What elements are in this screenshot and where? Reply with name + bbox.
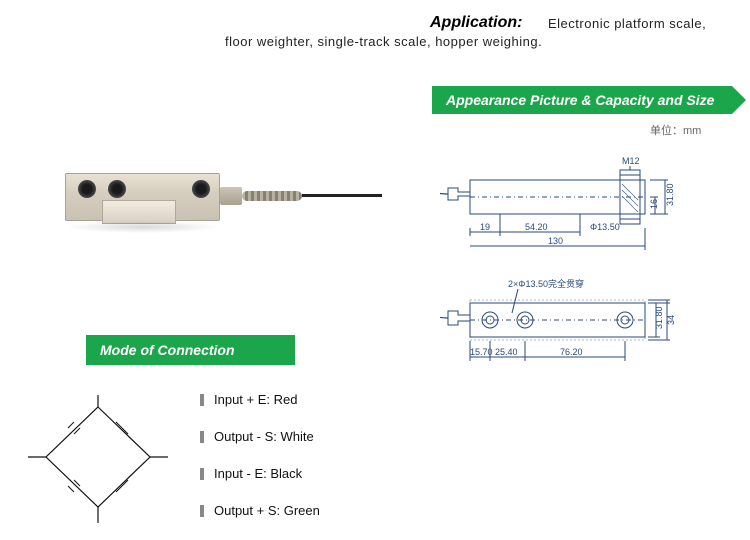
connection-label: Output - S: White <box>214 429 314 444</box>
svg-text:130: 130 <box>548 236 563 246</box>
unit-label: 单位：mm <box>650 122 701 138</box>
svg-text:Φ13.50: Φ13.50 <box>590 222 620 232</box>
bullet-icon <box>200 394 204 406</box>
loadcell-body <box>65 173 220 221</box>
wheatstone-bridge-diagram <box>28 395 168 525</box>
banner-appearance: Appearance Picture & Capacity and Size <box>432 86 732 114</box>
application-text-2: floor weighter, single-track scale, hopp… <box>225 34 542 49</box>
connection-list: Input + E: Red Output - S: White Input -… <box>200 392 320 540</box>
svg-text:54.20: 54.20 <box>525 222 548 232</box>
cable-connector <box>220 187 242 205</box>
mounting-hole <box>78 180 96 198</box>
application-text-1: Electronic platform scale, <box>548 16 706 31</box>
connection-label: Input - E: Black <box>214 466 302 481</box>
svg-text:31.80: 31.80 <box>665 183 675 206</box>
technical-drawing-top: 2×Φ13.50完全贯穿 15.70 25.40 76.20 31. <box>440 275 720 375</box>
connection-row: Output + S: Green <box>200 503 320 518</box>
svg-text:31.80: 31.80 <box>654 306 664 329</box>
svg-text:16: 16 <box>649 199 659 209</box>
connection-row: Input - E: Black <box>200 466 320 481</box>
connection-label: Output + S: Green <box>214 503 320 518</box>
cable <box>302 194 382 197</box>
bullet-icon <box>200 468 204 480</box>
svg-text:M12: M12 <box>622 156 640 166</box>
product-photo <box>55 155 335 275</box>
svg-text:25.40: 25.40 <box>495 347 518 357</box>
svg-text:34: 34 <box>666 315 676 325</box>
connection-row: Input + E: Red <box>200 392 320 407</box>
mounting-hole <box>108 180 126 198</box>
connection-label: Input + E: Red <box>214 392 297 407</box>
mounting-hole <box>192 180 210 198</box>
technical-drawing-side: M12 19 54.20 Φ13.50 130 16 31.80 <box>440 150 720 260</box>
svg-text:76.20: 76.20 <box>560 347 583 357</box>
svg-text:19: 19 <box>480 222 490 232</box>
cable-spring <box>242 191 302 201</box>
svg-text:2×Φ13.50完全贯穿: 2×Φ13.50完全贯穿 <box>508 278 584 289</box>
svg-text:15.70: 15.70 <box>470 347 493 357</box>
connection-row: Output - S: White <box>200 429 320 444</box>
application-label: Application: <box>430 14 522 32</box>
shadow <box>65 221 220 233</box>
bullet-icon <box>200 431 204 443</box>
banner-mode-connection: Mode of Connection <box>86 335 295 365</box>
bullet-icon <box>200 505 204 517</box>
